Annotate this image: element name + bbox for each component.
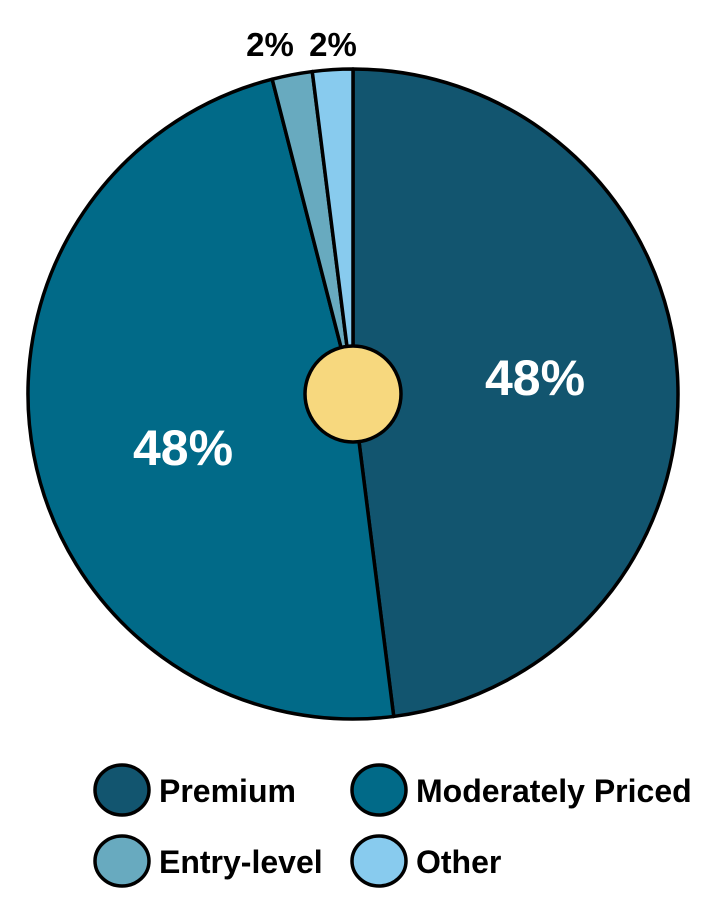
legend-swatch [350, 763, 408, 817]
slice-label: 2% [309, 26, 357, 63]
legend-swatch [93, 763, 151, 817]
center-circle [303, 344, 403, 444]
slice-label: 48% [133, 420, 233, 476]
legend-label: Moderately Priced [416, 773, 692, 809]
slice-label: 2% [246, 26, 294, 63]
pie-slice-other [310, 67, 355, 396]
pie-slice-premium [351, 67, 680, 719]
slice-label: 48% [485, 350, 585, 406]
pie-slice-moderately-priced [26, 77, 396, 721]
legend-swatch [93, 834, 151, 888]
legend-label: Premium [159, 773, 296, 809]
legend-label: Other [416, 844, 501, 880]
legend-swatch [350, 834, 408, 888]
legend-label: Entry-level [159, 844, 323, 880]
